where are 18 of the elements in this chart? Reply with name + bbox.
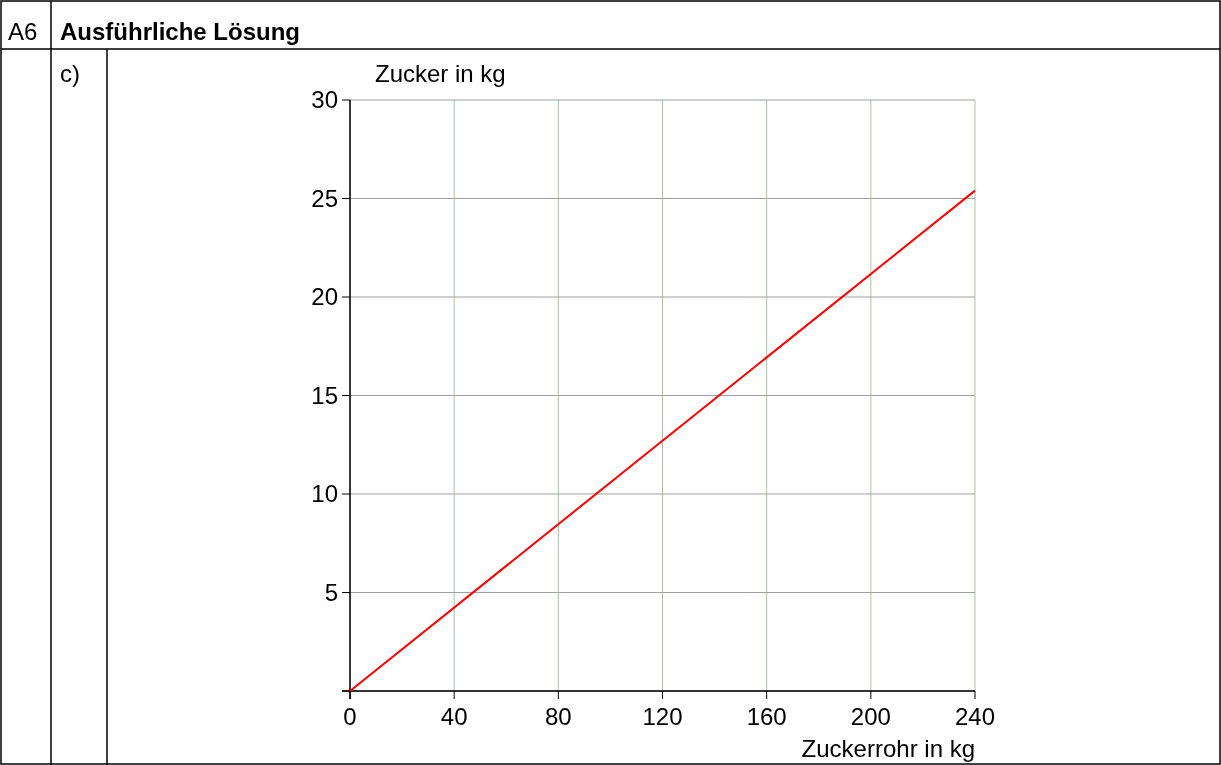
x-tick-label: 80 [544,703,572,730]
y-tick-label: 25 [311,184,338,212]
chart-title: Ausführliche Lösung [60,18,300,45]
x-tick-label: 120 [642,703,683,730]
x-tick-label: 40 [440,703,468,730]
x-tick-label: 160 [746,703,787,730]
text: A6 [8,18,38,45]
y-axis-title: Zucker in kg [375,60,506,87]
y-tick-label: 20 [311,283,338,311]
y-tick-label: 10 [311,480,338,508]
y-tick-label: 30 [311,86,338,114]
x-tick-label: 240 [954,703,996,730]
x-tick-label: 200 [850,703,891,730]
text: c) [60,60,80,87]
x-axis-title: Zuckerrohr in kg [801,735,975,762]
x-tick-label: 0 [343,703,357,730]
y-tick-label: 15 [311,381,338,409]
y-tick-label: 5 [324,578,338,606]
